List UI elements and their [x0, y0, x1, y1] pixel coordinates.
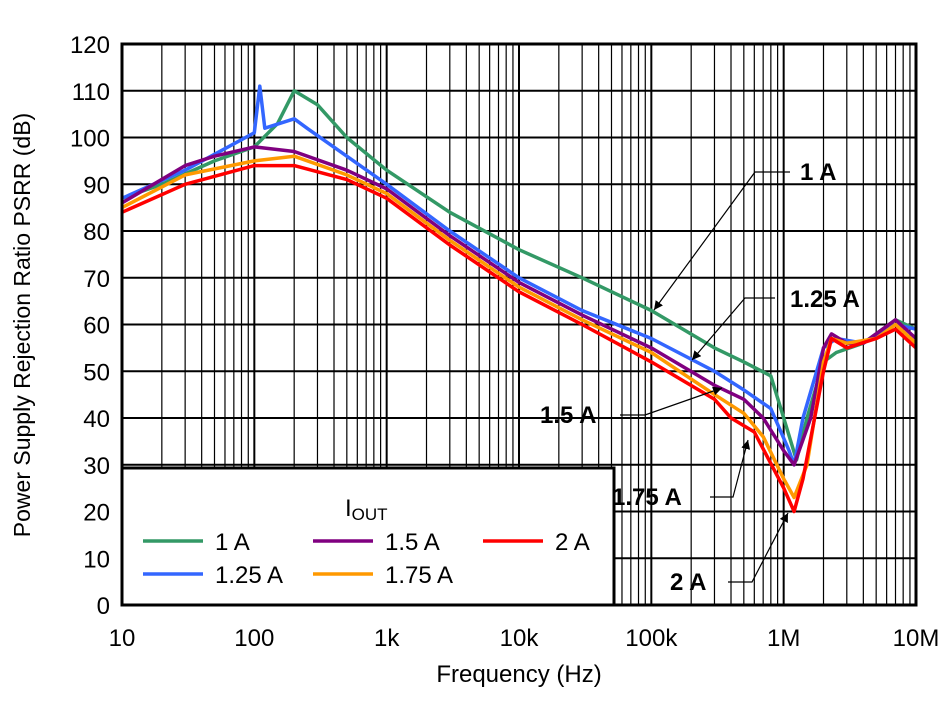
annotation-arrow: [653, 171, 790, 311]
x-tick-label: 10M: [893, 625, 940, 652]
series-line-1-5-A: [121, 145, 918, 467]
x-tick-label: 10: [109, 625, 136, 652]
y-tick-label: 90: [83, 172, 110, 199]
y-tick-label: 10: [83, 546, 110, 573]
x-tick-label: 10k: [500, 625, 540, 652]
x-axis-label: Frequency (Hz): [436, 661, 601, 688]
legend-label: 1.25 A: [215, 562, 283, 589]
y-tick-label: 100: [70, 126, 110, 153]
legend-label: 2 A: [555, 529, 590, 556]
x-tick-label: 1M: [767, 625, 800, 652]
annotations: 1 A 1.25 A 1.5 A 1.75 A 2 A: [540, 159, 860, 596]
x-tick-label: 1k: [374, 625, 400, 652]
y-tick-label: 0: [97, 593, 110, 620]
y-axis-label: Power Supply Rejection Ratio PSRR (dB): [9, 113, 35, 537]
legend-label: 1.5 A: [385, 529, 440, 556]
annotation-arrow: [710, 439, 751, 498]
annotation-arrow: [691, 297, 775, 361]
annotation-arrow: [728, 512, 789, 583]
y-tick-label: 50: [83, 359, 110, 386]
y-tick-label: 120: [70, 32, 110, 59]
plot-border: [120, 42, 918, 607]
legend-label: 1.75 A: [385, 562, 453, 589]
series-line-1-75-A: [121, 154, 918, 500]
x-tick-label: 100k: [625, 625, 678, 652]
tick-labels: 10 100 1k 10k 100k 1M 10M 0 10 20 30 40 50 60 70 80 90 10…: [70, 32, 939, 652]
y-tick-label: 110: [72, 79, 110, 106]
annotation-arrow: [620, 386, 723, 416]
x-tick-label: 100: [234, 625, 274, 652]
series-group: [121, 84, 918, 514]
legend-title-subscript: OUT: [352, 505, 388, 524]
legend-label: 1 A: [215, 529, 250, 556]
annotation-label: 2 A: [670, 569, 706, 596]
y-tick-label: 80: [83, 219, 110, 246]
annotation-label: 1.75 A: [612, 484, 682, 511]
legend-box: [120, 466, 616, 607]
y-tick-label: 70: [83, 266, 110, 293]
series-line-2-A: [121, 163, 918, 514]
annotation-label: 1 A: [800, 159, 836, 186]
y-tick-label: 30: [83, 453, 110, 480]
y-tick-label: 40: [83, 406, 110, 433]
y-tick-label: 60: [83, 313, 110, 340]
annotation-label: 1.25 A: [790, 286, 860, 313]
y-tick-label: 20: [83, 500, 110, 527]
annotation-label: 1.5 A: [540, 402, 596, 429]
